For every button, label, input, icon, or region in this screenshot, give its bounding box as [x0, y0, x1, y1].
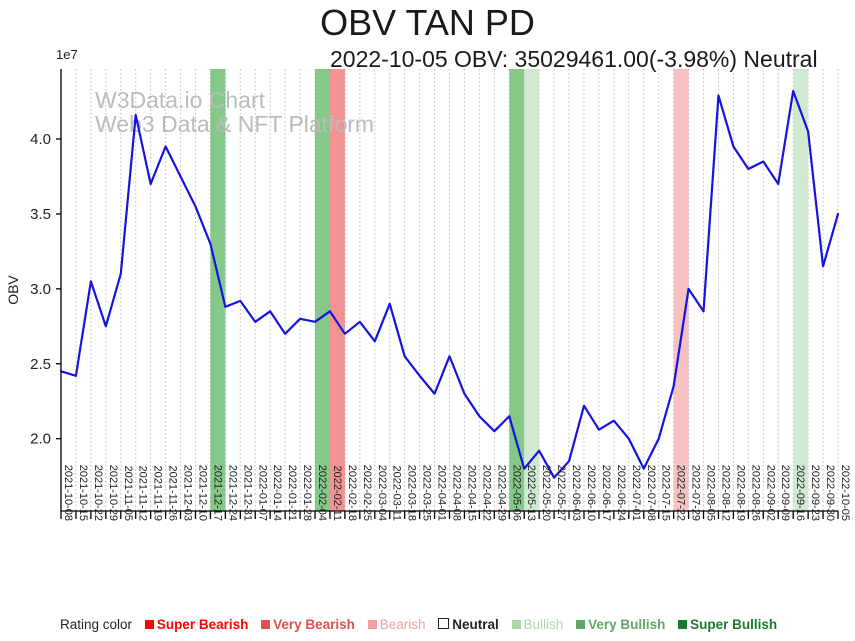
svg-text:2022-06-17: 2022-06-17 — [600, 465, 612, 521]
svg-text:2021-10-29: 2021-10-29 — [107, 465, 119, 521]
svg-text:2022-08-26: 2022-08-26 — [749, 465, 761, 521]
svg-text:2022-10-05: 2022-10-05 — [839, 465, 851, 521]
svg-text:2022-04-15: 2022-04-15 — [465, 465, 477, 521]
svg-text:2022-07-22: 2022-07-22 — [675, 465, 687, 521]
svg-text:2022-04-29: 2022-04-29 — [495, 465, 507, 521]
svg-text:2022-05-27: 2022-05-27 — [555, 465, 567, 521]
svg-text:2022-03-18: 2022-03-18 — [406, 465, 418, 521]
svg-text:2022-01-14: 2022-01-14 — [271, 465, 283, 521]
svg-text:2022-03-04: 2022-03-04 — [376, 465, 388, 521]
svg-text:2022-07-08: 2022-07-08 — [645, 465, 657, 521]
svg-text:1e7: 1e7 — [56, 47, 78, 62]
svg-text:2022-02-04: 2022-02-04 — [316, 465, 328, 521]
svg-text:2021-11-05: 2021-11-05 — [122, 466, 134, 521]
svg-text:2021-10-15: 2021-10-15 — [77, 465, 89, 521]
svg-text:2022-08-19: 2022-08-19 — [734, 465, 746, 521]
svg-text:2022-06-24: 2022-06-24 — [615, 465, 627, 521]
svg-text:2022-06-03: 2022-06-03 — [570, 465, 582, 521]
svg-text:2021-12-10: 2021-12-10 — [196, 465, 208, 521]
svg-text:2022-05-13: 2022-05-13 — [525, 465, 537, 521]
svg-text:2021-12-31: 2021-12-31 — [241, 465, 253, 521]
svg-text:2021-12-17: 2021-12-17 — [211, 465, 223, 521]
svg-text:2021-10-08: 2021-10-08 — [62, 465, 74, 521]
svg-text:2021-12-24: 2021-12-24 — [226, 465, 238, 521]
svg-text:2022-07-29: 2022-07-29 — [690, 465, 702, 521]
svg-text:OBV: OBV — [5, 275, 21, 305]
svg-text:2021-11-26: 2021-11-26 — [167, 466, 179, 521]
svg-text:3.5: 3.5 — [30, 206, 51, 223]
svg-text:2022-05-06: 2022-05-06 — [510, 465, 522, 521]
svg-text:2021-10-22: 2021-10-22 — [92, 465, 104, 521]
svg-text:2022-01-28: 2022-01-28 — [301, 465, 313, 521]
svg-text:2022-09-16: 2022-09-16 — [794, 465, 806, 521]
svg-text:2022-03-11: 2022-03-11 — [391, 466, 403, 521]
svg-text:2022-09-09: 2022-09-09 — [779, 465, 791, 521]
svg-text:2022-04-01: 2022-04-01 — [436, 465, 448, 521]
svg-text:2022-09-30: 2022-09-30 — [824, 465, 836, 521]
svg-text:2.0: 2.0 — [30, 431, 51, 448]
svg-text:3.0: 3.0 — [30, 281, 51, 298]
svg-text:2.5: 2.5 — [30, 356, 51, 373]
svg-text:2022-02-18: 2022-02-18 — [346, 465, 358, 521]
svg-text:2022-02-11: 2022-02-11 — [331, 466, 343, 521]
svg-text:2022-04-22: 2022-04-22 — [480, 465, 492, 521]
svg-text:2022-07-15: 2022-07-15 — [660, 465, 672, 521]
svg-text:2022-04-08: 2022-04-08 — [451, 465, 463, 521]
svg-text:2022-01-21: 2022-01-21 — [286, 465, 298, 521]
svg-text:2022-03-25: 2022-03-25 — [421, 465, 433, 521]
svg-text:W3Data.io Chart: W3Data.io Chart — [95, 87, 266, 113]
svg-text:2022-05-20: 2022-05-20 — [540, 465, 552, 521]
svg-text:2022-09-23: 2022-09-23 — [809, 465, 821, 521]
svg-text:2021-11-12: 2021-11-12 — [137, 466, 149, 521]
svg-text:2022-06-10: 2022-06-10 — [585, 465, 597, 521]
svg-text:2022-02-25: 2022-02-25 — [361, 465, 373, 521]
svg-text:2021-11-19: 2021-11-19 — [152, 466, 164, 521]
svg-text:2021-12-03: 2021-12-03 — [182, 465, 194, 521]
svg-text:2022-09-02: 2022-09-02 — [764, 465, 776, 521]
svg-text:2022-07-01: 2022-07-01 — [630, 465, 642, 521]
svg-text:2022-01-07: 2022-01-07 — [256, 465, 268, 521]
svg-text:2022-08-05: 2022-08-05 — [705, 465, 717, 521]
svg-text:2022-08-12: 2022-08-12 — [719, 465, 731, 521]
svg-text:4.0: 4.0 — [30, 131, 51, 148]
